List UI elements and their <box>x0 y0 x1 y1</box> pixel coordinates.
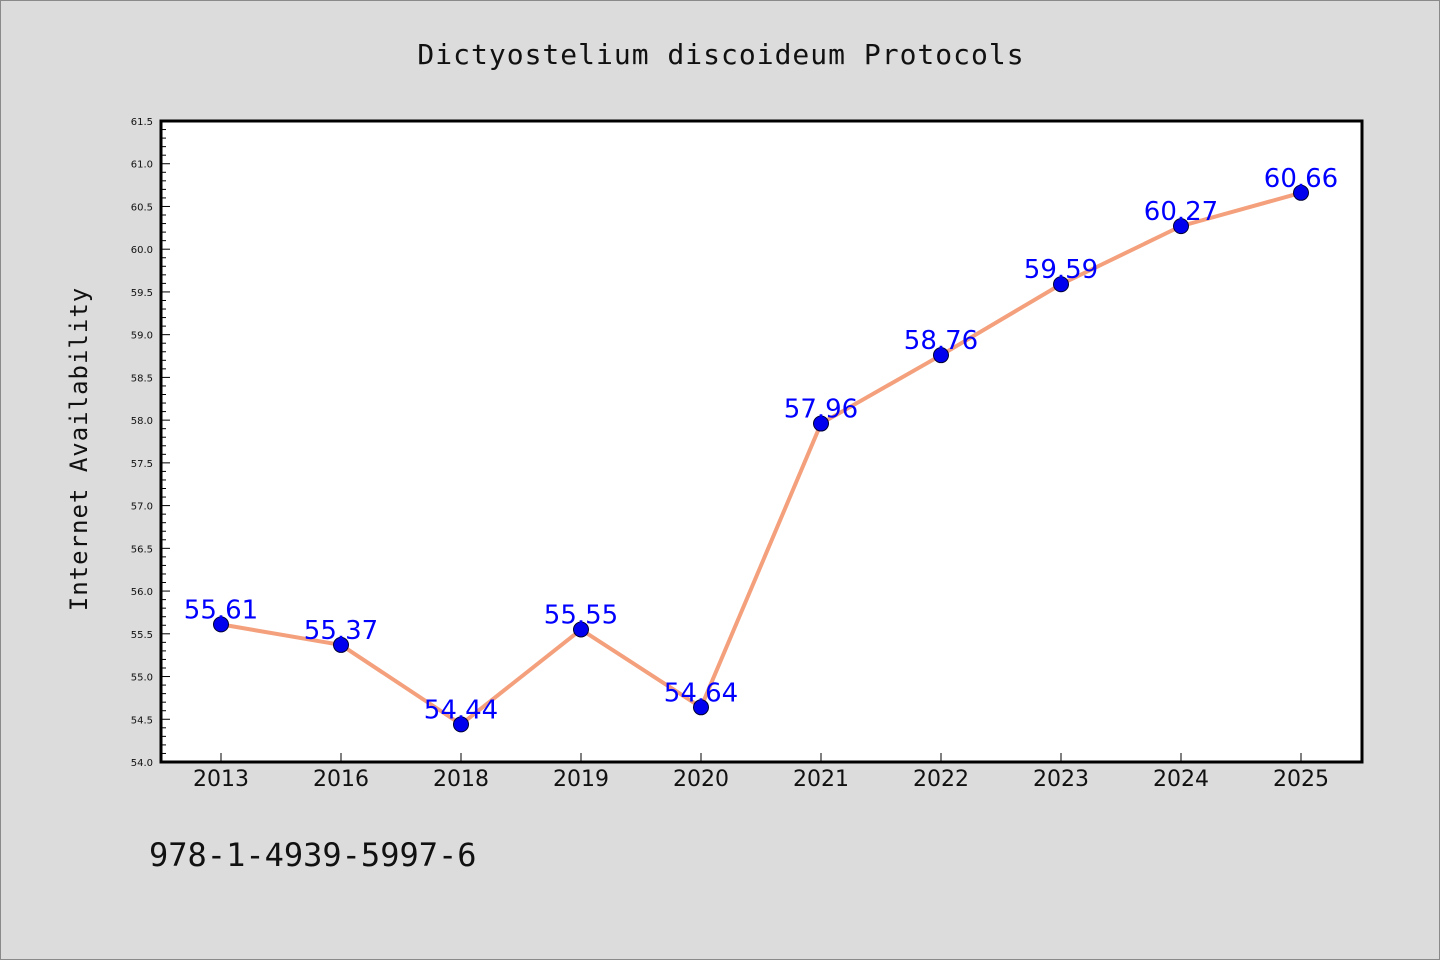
x-tick-label: 2016 <box>313 767 369 792</box>
data-label: 54.44 <box>424 695 498 725</box>
series-line <box>219 190 1303 727</box>
data-point-marker <box>213 616 229 633</box>
data-point-marker <box>333 636 349 653</box>
x-tick-label: 2025 <box>1273 767 1329 792</box>
isbn-annotation: 978-1-4939-5997-6 <box>149 836 477 874</box>
y-axis-ticks: 54.0 54.5 55.0 55.5 56.0 56.5 57.0 57.5 58.0 58.5… <box>131 117 170 769</box>
y-tick-label: 58.5 <box>131 373 153 384</box>
x-tick-label: 2018 <box>433 767 489 792</box>
data-label: 54.64 <box>664 678 738 708</box>
x-tick-label: 2021 <box>793 767 849 792</box>
y-axis-label: Internet Availability <box>65 287 93 611</box>
data-markers <box>213 184 1309 733</box>
data-point-marker <box>1173 218 1189 235</box>
data-label: 57.96 <box>784 395 858 425</box>
y-tick-label: 54.0 <box>131 758 153 769</box>
data-point-marker <box>693 699 709 716</box>
data-label: 59.59 <box>1024 255 1098 285</box>
x-tick-label: 2013 <box>193 767 249 792</box>
y-tick-label: 55.0 <box>131 673 153 684</box>
y-tick-label: 61.5 <box>131 117 153 128</box>
data-label: 55.37 <box>304 616 378 646</box>
data-point-marker <box>813 415 829 432</box>
x-axis-ticks: 2013 2016 2018 2019 2020 2021 2022 2023 2024 2025 <box>193 753 1329 792</box>
data-point-marker <box>1053 276 1069 293</box>
x-tick-label: 2024 <box>1153 767 1209 792</box>
y-tick-label: 56.0 <box>131 587 153 598</box>
x-tick-label: 2020 <box>673 767 729 792</box>
x-tick-label: 2023 <box>1033 767 1089 792</box>
y-tick-label: 57.0 <box>131 502 153 513</box>
x-tick-label: 2019 <box>553 767 609 792</box>
y-tick-label: 61.0 <box>131 160 153 171</box>
data-labels: 55.61 55.37 54.44 55.55 54.64 57.96 58.76 59.59… <box>184 164 1338 726</box>
series-line-group <box>219 190 1303 727</box>
data-point-marker <box>573 621 589 638</box>
data-point-marker <box>453 716 469 733</box>
plot-frame <box>159 119 1364 764</box>
y-tick-label: 57.5 <box>131 459 153 470</box>
y-tick-label: 60.0 <box>131 245 153 256</box>
y-tick-label: 54.5 <box>131 715 153 726</box>
y-tick-label: 59.0 <box>131 331 153 342</box>
data-label: 60.27 <box>1144 197 1218 227</box>
data-point-marker <box>933 347 949 364</box>
data-label: 58.76 <box>904 326 978 356</box>
data-label: 55.55 <box>544 601 618 631</box>
y-tick-label: 58.0 <box>131 416 153 427</box>
plot-area <box>161 121 1362 762</box>
chart-title: Dictyostelium discoideum Protocols <box>417 38 1024 71</box>
x-tick-label: 2022 <box>913 767 969 792</box>
y-tick-label: 55.5 <box>131 630 153 641</box>
y-tick-label: 59.5 <box>131 288 153 299</box>
data-point-marker <box>1293 184 1309 201</box>
y-tick-label: 56.5 <box>131 544 153 555</box>
data-label: 60.66 <box>1264 164 1338 194</box>
data-label: 55.61 <box>184 595 258 625</box>
y-tick-label: 60.5 <box>131 202 153 213</box>
